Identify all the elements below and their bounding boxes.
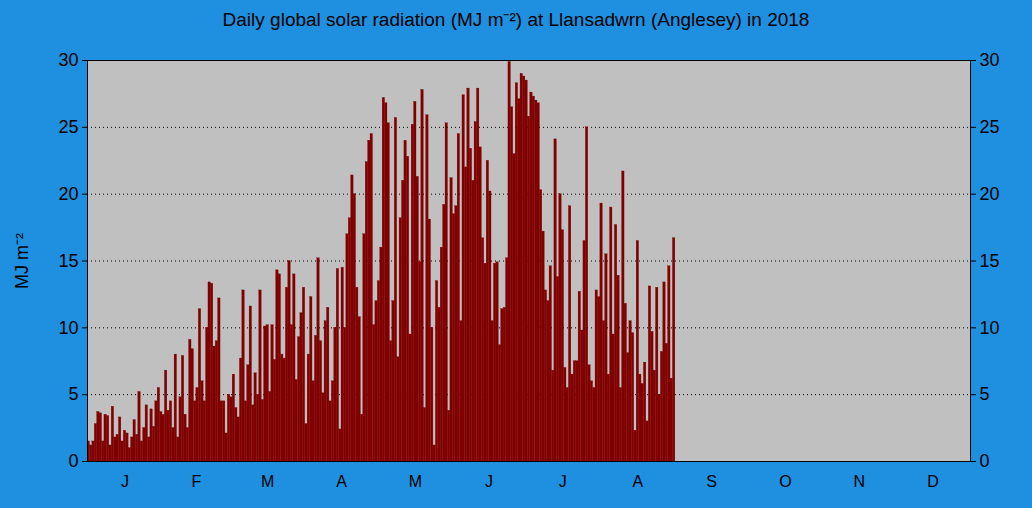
svg-text:30: 30 xyxy=(980,50,1000,70)
svg-text:15: 15 xyxy=(58,251,78,271)
svg-text:0: 0 xyxy=(980,451,990,471)
svg-text:15: 15 xyxy=(980,251,1000,271)
svg-text:M: M xyxy=(409,473,422,490)
svg-text:S: S xyxy=(706,473,717,490)
svg-text:J: J xyxy=(485,473,493,490)
svg-text:A: A xyxy=(633,473,644,490)
svg-text:5: 5 xyxy=(980,384,990,404)
svg-text:20: 20 xyxy=(980,184,1000,204)
svg-text:25: 25 xyxy=(58,117,78,137)
svg-text:5: 5 xyxy=(68,384,78,404)
svg-text:10: 10 xyxy=(980,318,1000,338)
svg-text:20: 20 xyxy=(58,184,78,204)
svg-text:25: 25 xyxy=(980,117,1000,137)
svg-text:MJ m⁻²: MJ m⁻² xyxy=(12,233,32,289)
svg-text:O: O xyxy=(779,473,791,490)
svg-text:30: 30 xyxy=(58,50,78,70)
html-text:Daily global solar radiation (: Daily global solar radiation (MJ m⁻²) at… xyxy=(222,9,810,30)
svg-text:D: D xyxy=(927,473,939,490)
svg-text:J: J xyxy=(559,473,567,490)
svg-text:0: 0 xyxy=(68,451,78,471)
svg-text:N: N xyxy=(853,473,865,490)
svg-text:10: 10 xyxy=(58,318,78,338)
svg-text:F: F xyxy=(191,473,201,490)
svg-text:J: J xyxy=(121,473,129,490)
svg-text:M: M xyxy=(261,473,274,490)
svg-text:A: A xyxy=(336,473,347,490)
